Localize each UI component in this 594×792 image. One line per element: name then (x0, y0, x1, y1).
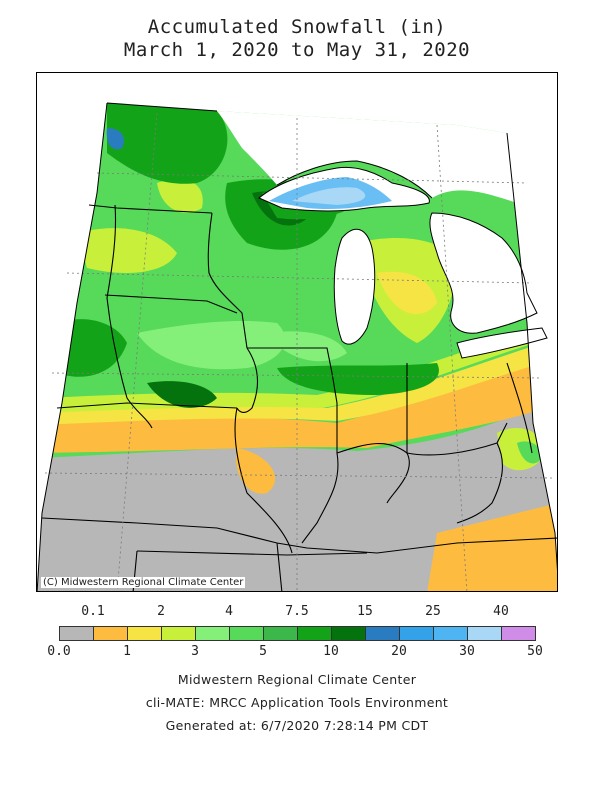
legend-bottom-label: 30 (459, 644, 475, 659)
legend-swatch (59, 626, 94, 641)
legend-swatch (161, 626, 196, 641)
legend-swatch (229, 626, 264, 641)
lat-lon-grid (44, 112, 553, 591)
legend-swatch (93, 626, 128, 641)
legend-swatch (127, 626, 162, 641)
map-credit: (C) Midwestern Regional Climate Center (41, 577, 246, 588)
legend-swatch (399, 626, 434, 641)
footer-organization: Midwestern Regional Climate Center (177, 672, 417, 687)
footer-application: cli-MATE: MRCC Application Tools Environ… (145, 695, 449, 710)
legend-top-label: 7.5 (285, 604, 309, 619)
map-canvas (37, 102, 557, 591)
canada-area (217, 111, 517, 203)
map-date-range: March 1, 2020 to May 31, 2020 (123, 39, 471, 61)
map-title: Accumulated Snowfall (in) (147, 16, 447, 38)
legend-top-label: 15 (357, 604, 373, 619)
legend-bottom-label: 20 (391, 644, 407, 659)
legend-bottom-label: 50 (527, 644, 543, 659)
lake-huron (429, 212, 538, 334)
legend-top-label: 0.1 (81, 604, 105, 619)
snowfall-map: (C) Midwestern Regional Climate Center (36, 72, 558, 592)
legend-swatch (331, 626, 366, 641)
lake-michigan (333, 228, 376, 345)
legend-bottom-label: 5 (259, 644, 267, 659)
legend-bottom-label: 1 (123, 644, 131, 659)
legend-top-label: 40 (493, 604, 509, 619)
legend-swatch (365, 626, 400, 641)
legend-top-label: 4 (225, 604, 233, 619)
legend-swatch (433, 626, 468, 641)
state-boundaries (41, 204, 557, 591)
footer-generated-time: Generated at: 6/7/2020 7:28:14 PM CDT (165, 718, 429, 733)
legend-swatch (297, 626, 332, 641)
legend-swatch (501, 626, 536, 641)
lake-erie (456, 327, 548, 359)
legend-bottom-label: 3 (191, 644, 199, 659)
legend-bottom-label: 10 (323, 644, 339, 659)
color-legend: 0.1 2 4 7.5 15 25 40 0.0 1 3 5 10 20 30 50 (0, 602, 594, 662)
legend-swatch (467, 626, 502, 641)
legend-swatch (263, 626, 298, 641)
legend-swatch (195, 626, 230, 641)
legend-bottom-label: 0.0 (47, 644, 71, 659)
legend-top-label: 2 (157, 604, 165, 619)
legend-top-label: 25 (425, 604, 441, 619)
